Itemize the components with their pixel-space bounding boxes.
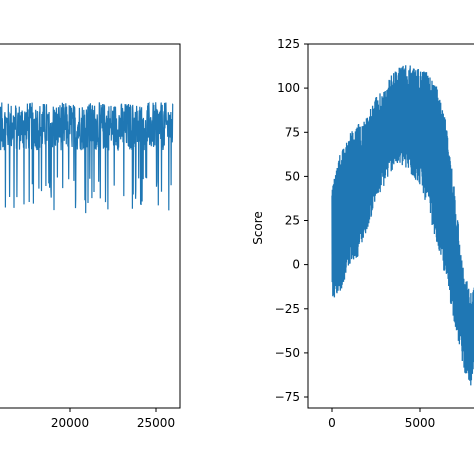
right-series-line: [331, 65, 474, 386]
left-x-tick-label: 20000: [51, 416, 89, 430]
left-chart-frame: [0, 43, 181, 409]
right-y-tick-label: −50: [275, 346, 300, 360]
right-y-tick-label: 100: [277, 81, 300, 95]
right-chart-frame: [307, 43, 474, 409]
right-y-tick-label: −25: [275, 302, 300, 316]
right-y-tick-label: 75: [285, 125, 300, 139]
right-y-tick-label: 125: [277, 37, 300, 51]
right-series-path: [331, 65, 474, 386]
left-chart: 20000 25000: [0, 43, 181, 430]
right-x-axis: 0 5000: [328, 408, 435, 430]
left-x-tick-label: 25000: [137, 416, 175, 430]
right-y-tick-label: 25: [285, 214, 300, 228]
left-x-axis: 20000 25000: [51, 408, 175, 430]
right-x-tick-label: 0: [328, 416, 336, 430]
left-series-path: [0, 101, 174, 214]
right-y-tick-label: 0: [292, 258, 300, 272]
right-y-tick-label: 50: [285, 169, 300, 183]
right-x-tick-label: 5000: [405, 416, 436, 430]
right-y-tick-label: −75: [275, 390, 300, 404]
right-chart: Score 125 100 75 50 25 0 −25 −50 −75 0 5000: [251, 37, 474, 430]
left-series-line: [0, 101, 174, 214]
right-y-axis: 125 100 75 50 25 0 −25 −50 −75: [275, 37, 308, 404]
right-y-axis-label: Score: [251, 211, 265, 245]
